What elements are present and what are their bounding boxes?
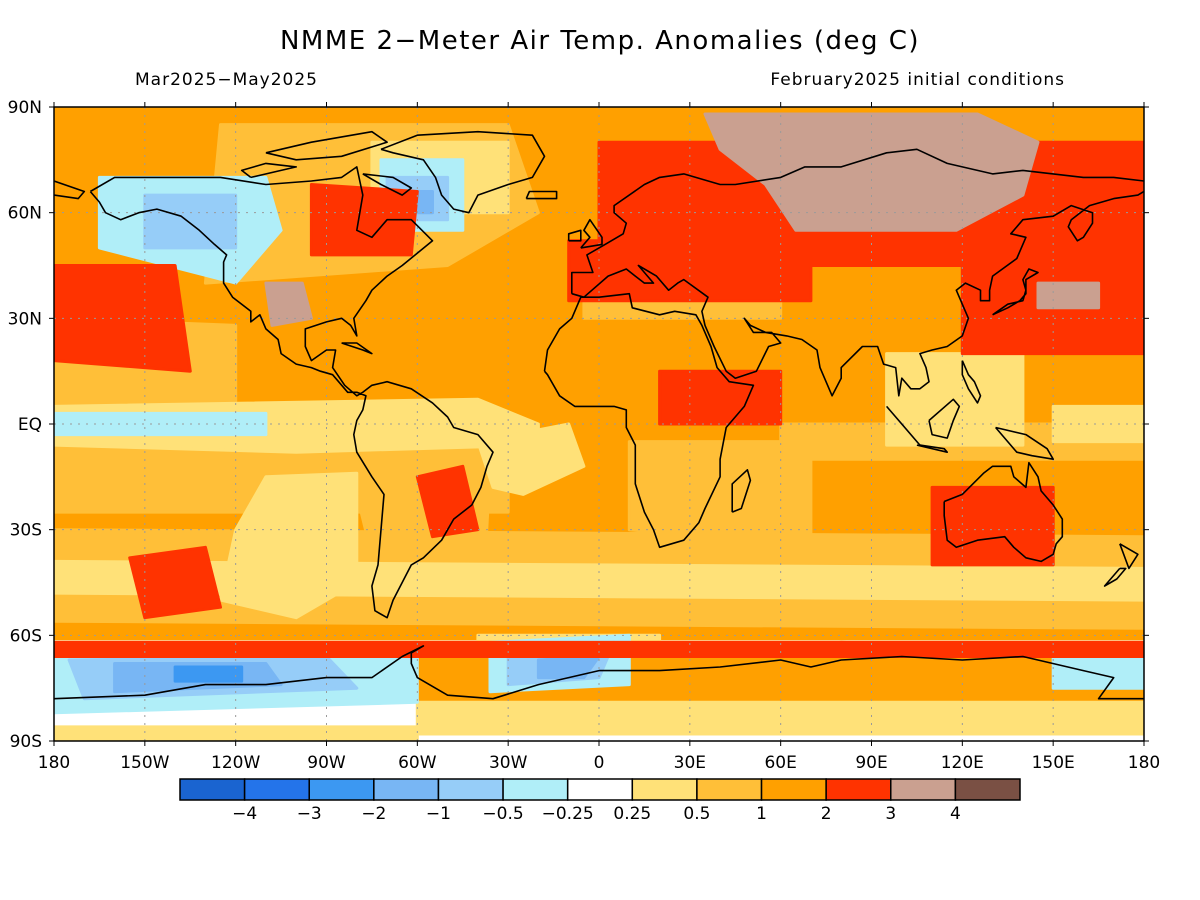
map-title: NMME 2−Meter Air Temp. Anomalies (deg C) xyxy=(279,26,921,56)
colorbar: −4 −3 −2 −1 −0.5 −0.25 0.25 0.5 1 2 3 4 xyxy=(179,778,1021,824)
anomaly-region-4-2 xyxy=(143,193,238,250)
colorbar-swatch-3 xyxy=(373,778,440,801)
anomaly-region-2-2 xyxy=(476,422,586,496)
colorbar-label: 2 xyxy=(821,804,832,824)
x-tick-label: 150E xyxy=(1032,753,1075,773)
coastline-20 xyxy=(994,426,1054,461)
colorbar-label: 1 xyxy=(756,804,767,824)
colorbar-swatch-0 xyxy=(179,778,246,801)
coastline-23 xyxy=(961,360,982,404)
anomaly-region-2-5 xyxy=(1051,404,1144,444)
coastline-22 xyxy=(1103,567,1127,587)
coastline-2 xyxy=(543,292,755,549)
colorbar-swatch-7 xyxy=(631,778,698,801)
coastline-21 xyxy=(1119,543,1139,570)
coastline-10 xyxy=(265,130,388,161)
colorbar-swatch-4 xyxy=(437,778,504,801)
colorbar-label: −3 xyxy=(297,804,322,824)
initial-conditions: February2025 initial conditions xyxy=(770,70,1065,90)
anomaly-region-7-0 xyxy=(54,264,192,373)
colorbar-swatch-8 xyxy=(696,778,763,801)
y-tick-label: 30S xyxy=(10,521,42,541)
anomaly-region-2-10 xyxy=(54,725,419,741)
colorbar-label: 3 xyxy=(885,804,896,824)
x-axis-ticks: 180 150W 120W 90W 60W 30W 0 30E 60E 90E 120E 150E 18… xyxy=(38,102,1160,773)
colorbar-swatch-5 xyxy=(502,778,569,801)
anomaly-region-7-3 xyxy=(309,183,419,257)
coastline-0 xyxy=(89,166,494,619)
colorbar-label: −2 xyxy=(361,804,386,824)
colorbar-swatch-2 xyxy=(308,778,375,801)
y-tick-label: 30N xyxy=(8,309,42,329)
coastline-1 xyxy=(380,130,546,214)
colorbar-swatch-12 xyxy=(954,778,1021,801)
x-tick-label: 150W xyxy=(120,753,169,773)
anomaly-region-8-1 xyxy=(264,281,313,327)
coastline-19 xyxy=(928,398,961,439)
colorbar-label: −0.25 xyxy=(542,804,594,824)
colorbar-swatch-11 xyxy=(890,778,957,801)
coastline-6 xyxy=(943,461,1064,563)
coastline-11 xyxy=(580,218,603,249)
coastline-7 xyxy=(54,645,1144,700)
coastline-18 xyxy=(916,444,949,454)
colorbar-swatch-6 xyxy=(566,778,634,801)
anomaly-region-7-2 xyxy=(415,464,480,539)
x-tick-label: 180 xyxy=(38,753,70,773)
coastlines xyxy=(54,130,1144,700)
x-tick-label: 0 xyxy=(594,753,605,773)
y-tick-label: 60N xyxy=(8,204,42,224)
anomaly-region-7-5 xyxy=(658,369,783,426)
colorbar-label: 0.25 xyxy=(613,804,651,824)
colorbar-label: −4 xyxy=(232,804,257,824)
colorbar-swatch-10 xyxy=(825,778,892,801)
y-tick-label: 90N xyxy=(8,98,42,118)
x-tick-label: 180 xyxy=(1128,753,1160,773)
colorbar-label: 4 xyxy=(950,804,961,824)
coastline-9 xyxy=(240,162,298,179)
x-tick-label: 30E xyxy=(674,753,706,773)
x-tick-label: 90W xyxy=(307,753,346,773)
y-axis-ticks: 90N 60N 30N EQ 30S 60S 90S xyxy=(8,98,1149,752)
grid-lines xyxy=(54,107,1144,741)
colorbar-label: −1 xyxy=(426,804,451,824)
coastline-16 xyxy=(731,468,752,513)
colorbar-label: 0.5 xyxy=(683,804,710,824)
forecast-period: Mar2025−May2025 xyxy=(135,70,318,90)
x-tick-label: 120E xyxy=(941,753,984,773)
x-tick-label: 90E xyxy=(855,753,887,773)
anomaly-region-6-0 xyxy=(173,665,244,683)
x-tick-label: 60W xyxy=(398,753,437,773)
colorbar-swatch-9 xyxy=(760,778,827,801)
x-tick-label: 30W xyxy=(489,753,528,773)
coastline-5 xyxy=(54,180,86,200)
coastline-12 xyxy=(567,229,582,242)
coastline-4 xyxy=(571,190,1144,397)
coastline-3 xyxy=(570,148,1144,294)
colorbar-swatch-1 xyxy=(243,778,310,801)
y-tick-label: 90S xyxy=(10,732,42,752)
coastline-8 xyxy=(362,173,413,196)
y-tick-label: 60S xyxy=(10,626,42,646)
x-tick-label: 60E xyxy=(764,753,796,773)
coastline-13 xyxy=(525,190,558,200)
anomaly-region-7-1 xyxy=(128,545,222,620)
coastline-15 xyxy=(341,342,373,355)
coastline-14 xyxy=(992,268,1039,316)
x-tick-label: 120W xyxy=(211,753,260,773)
y-tick-label: EQ xyxy=(18,415,42,435)
anomaly-region-8-2 xyxy=(1036,281,1101,310)
colorbar-label: −0.5 xyxy=(482,804,523,824)
